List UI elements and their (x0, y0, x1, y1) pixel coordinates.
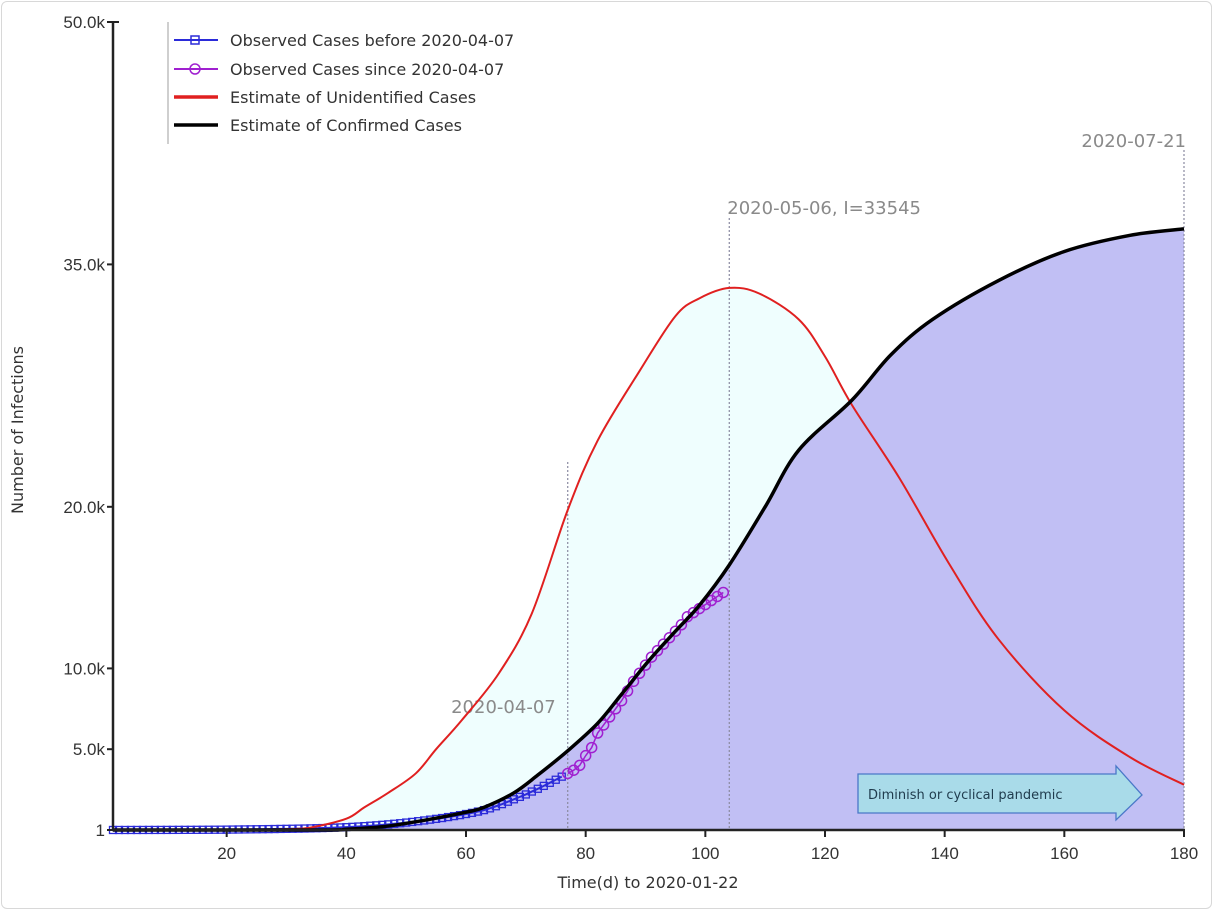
observed-since-point (675, 619, 688, 631)
observed-before-point (515, 792, 525, 802)
x-tick-label: 140 (930, 844, 958, 863)
observed-since-point (573, 759, 586, 772)
x-tick-label: 20 (217, 844, 236, 863)
unidentified-cases-line (113, 286, 1185, 831)
y-tick-label: 10.0k (63, 659, 105, 678)
x-tick-label: 160 (1050, 844, 1078, 863)
observed-since-point (633, 667, 646, 679)
observed-since-point (681, 610, 694, 623)
x-tick-label: 180 (1170, 844, 1198, 863)
legend-label: Observed Cases before 2020-04-07 (230, 31, 514, 50)
annotation-2020-07-21: 2020-07-21 (1081, 131, 1186, 152)
x-tick-label: 40 (337, 844, 356, 863)
confirmed-cases-line (113, 227, 1185, 832)
observed-before-point (557, 772, 566, 781)
arrow-right-icon (857, 764, 1143, 822)
observed-since-point (585, 741, 598, 754)
x-tick-label: 120 (811, 844, 839, 863)
axes: 20 40 60 80 100 120 140 160 180 1 5.0k 10.0k 20.0k 35… (63, 13, 1198, 863)
observed-since-point (687, 606, 700, 619)
area-fills (113, 228, 1184, 831)
observed-since-point (579, 749, 592, 762)
legend-label: Estimate of Confirmed Cases (230, 116, 462, 135)
observed-since-point (645, 651, 658, 663)
observed-since-point (651, 644, 664, 657)
x-tick-label: 60 (457, 844, 476, 863)
legend-square-marker-icon (190, 35, 200, 45)
confirmed-area-fill (113, 228, 1184, 830)
observed-since-point (561, 767, 574, 780)
observed-since-point (597, 719, 610, 731)
y-tick-label: 20.0k (63, 498, 105, 517)
y-tick-label: 5.0k (73, 740, 106, 759)
observed-since-point (639, 659, 652, 671)
observed-since-point (591, 727, 604, 739)
legend-label: Observed Cases since 2020-04-07 (230, 60, 504, 79)
observed-since-point (711, 590, 724, 603)
annotation-peak: 2020-05-06, I=33545 (727, 198, 921, 219)
legend-label: Estimate of Unidentified Cases (230, 88, 476, 107)
legend-circle-marker-icon (189, 63, 201, 75)
observed-since-point (657, 638, 670, 650)
y-tick-label: 35.0k (63, 255, 105, 274)
callout-arrow: Diminish or cyclical pandemic (857, 764, 1143, 822)
observed-before-point (509, 795, 519, 804)
observed-since-point (717, 586, 730, 599)
callout-label: Diminish or cyclical pandemic (868, 788, 1063, 803)
legend: Observed Cases before 2020-04-07 Observed… (167, 22, 514, 144)
observed-since-point (627, 675, 640, 688)
x-tick-label: 80 (576, 844, 595, 863)
observed-since-point (663, 631, 676, 644)
observed-before-point (527, 787, 536, 796)
x-tick-label: 100 (691, 844, 719, 863)
x-axis-title: Time(d) to 2020-01-22 (556, 873, 738, 892)
y-tick-label: 1 (96, 821, 105, 840)
observed-since-point (705, 594, 718, 607)
y-axis-title: Number of Infections (8, 346, 27, 514)
observed-since-point (669, 625, 682, 637)
y-tick-label: 50.0k (63, 13, 105, 32)
